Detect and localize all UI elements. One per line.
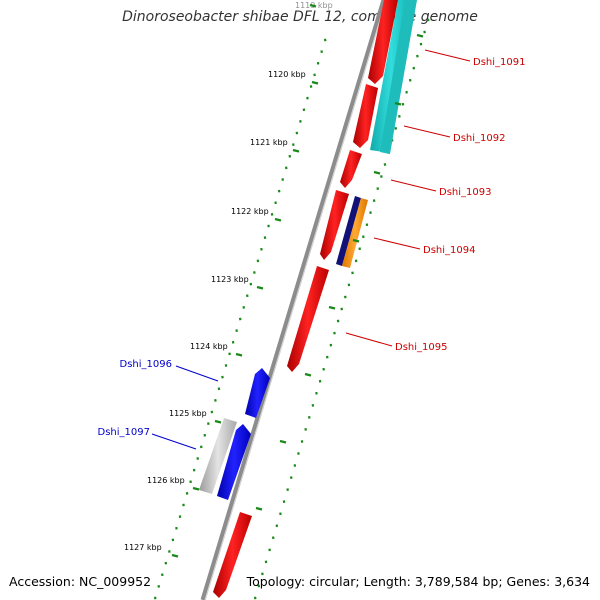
gene-leader-line	[424, 49, 471, 62]
gene-arrow-forward	[340, 150, 362, 188]
gene-leader-line	[151, 433, 197, 450]
tick-label: 1123 kbp	[211, 275, 249, 284]
tick-label: 1127 kbp	[124, 543, 162, 552]
genome-backbone	[200, 0, 387, 600]
tick-mark	[373, 170, 381, 175]
feature-gray	[199, 418, 237, 494]
gene-arrow-reverse	[245, 368, 270, 418]
gene-label[interactable]: Dshi_1097	[98, 427, 150, 438]
gene-arrow-forward	[368, 0, 398, 84]
tick-label: 1124 kbp	[190, 342, 228, 351]
tick-mark	[311, 80, 319, 85]
feature-orange	[342, 198, 368, 268]
gene-leader-line	[175, 365, 219, 382]
tick-mark	[171, 553, 179, 558]
gene-leader-line	[373, 237, 421, 250]
tick-label: 1122 kbp	[231, 207, 269, 216]
tick-mark	[352, 238, 360, 243]
gene-label[interactable]: Dshi_1095	[395, 342, 447, 353]
tick-mark	[192, 486, 200, 491]
feature-navy	[336, 196, 361, 266]
tick-mark	[292, 148, 300, 153]
outer-tick-track	[253, 18, 430, 600]
tick-mark	[235, 352, 243, 357]
gene-arrow-forward	[287, 266, 329, 372]
gene-arrow-forward	[320, 190, 349, 260]
tick-mark	[416, 33, 424, 38]
gene-label[interactable]: Dshi_1091	[473, 57, 525, 68]
gene-arrow-forward	[353, 84, 378, 148]
gene-leader-line	[390, 179, 437, 192]
tick-mark	[214, 419, 222, 424]
gene-label[interactable]: Dshi_1094	[423, 245, 475, 256]
tick-mark	[274, 217, 282, 222]
tick-label: 1120 kbp	[268, 70, 306, 79]
genome-backbone-highlight	[204, 0, 387, 600]
tick-mark	[255, 506, 263, 511]
feature-cyan	[380, 0, 417, 154]
gene-arrow-forward	[213, 512, 252, 598]
gene-labels: Dshi_1091 Dshi_1092 Dshi_1093 Dshi_1094 Dshi…	[98, 49, 525, 450]
inner-tick-track	[153, 38, 327, 600]
gene-label[interactable]: Dshi_1093	[439, 187, 491, 198]
gene-arrow-reverse	[217, 424, 251, 500]
gene-leader-line	[345, 332, 393, 347]
gene-label[interactable]: Dshi_1092	[453, 133, 505, 144]
accession-text: Accession: NC_009952	[9, 574, 152, 589]
tick-mark	[328, 305, 336, 310]
tick-mark	[256, 285, 264, 290]
gene-leader-line	[403, 125, 451, 138]
tick-label: 1126 kbp	[147, 476, 185, 485]
topology-text: Topology: circular; Length: 3,789,584 bp…	[246, 574, 590, 589]
tick-label: 1121 kbp	[250, 138, 288, 147]
feature-track	[199, 0, 417, 598]
tick-mark	[394, 101, 402, 106]
gene-label[interactable]: Dshi_1096	[120, 359, 172, 370]
tick-mark	[304, 372, 312, 377]
tick-mark	[279, 439, 287, 444]
tick-label: 1125 kbp	[169, 409, 207, 418]
tick-mark	[309, 3, 317, 8]
